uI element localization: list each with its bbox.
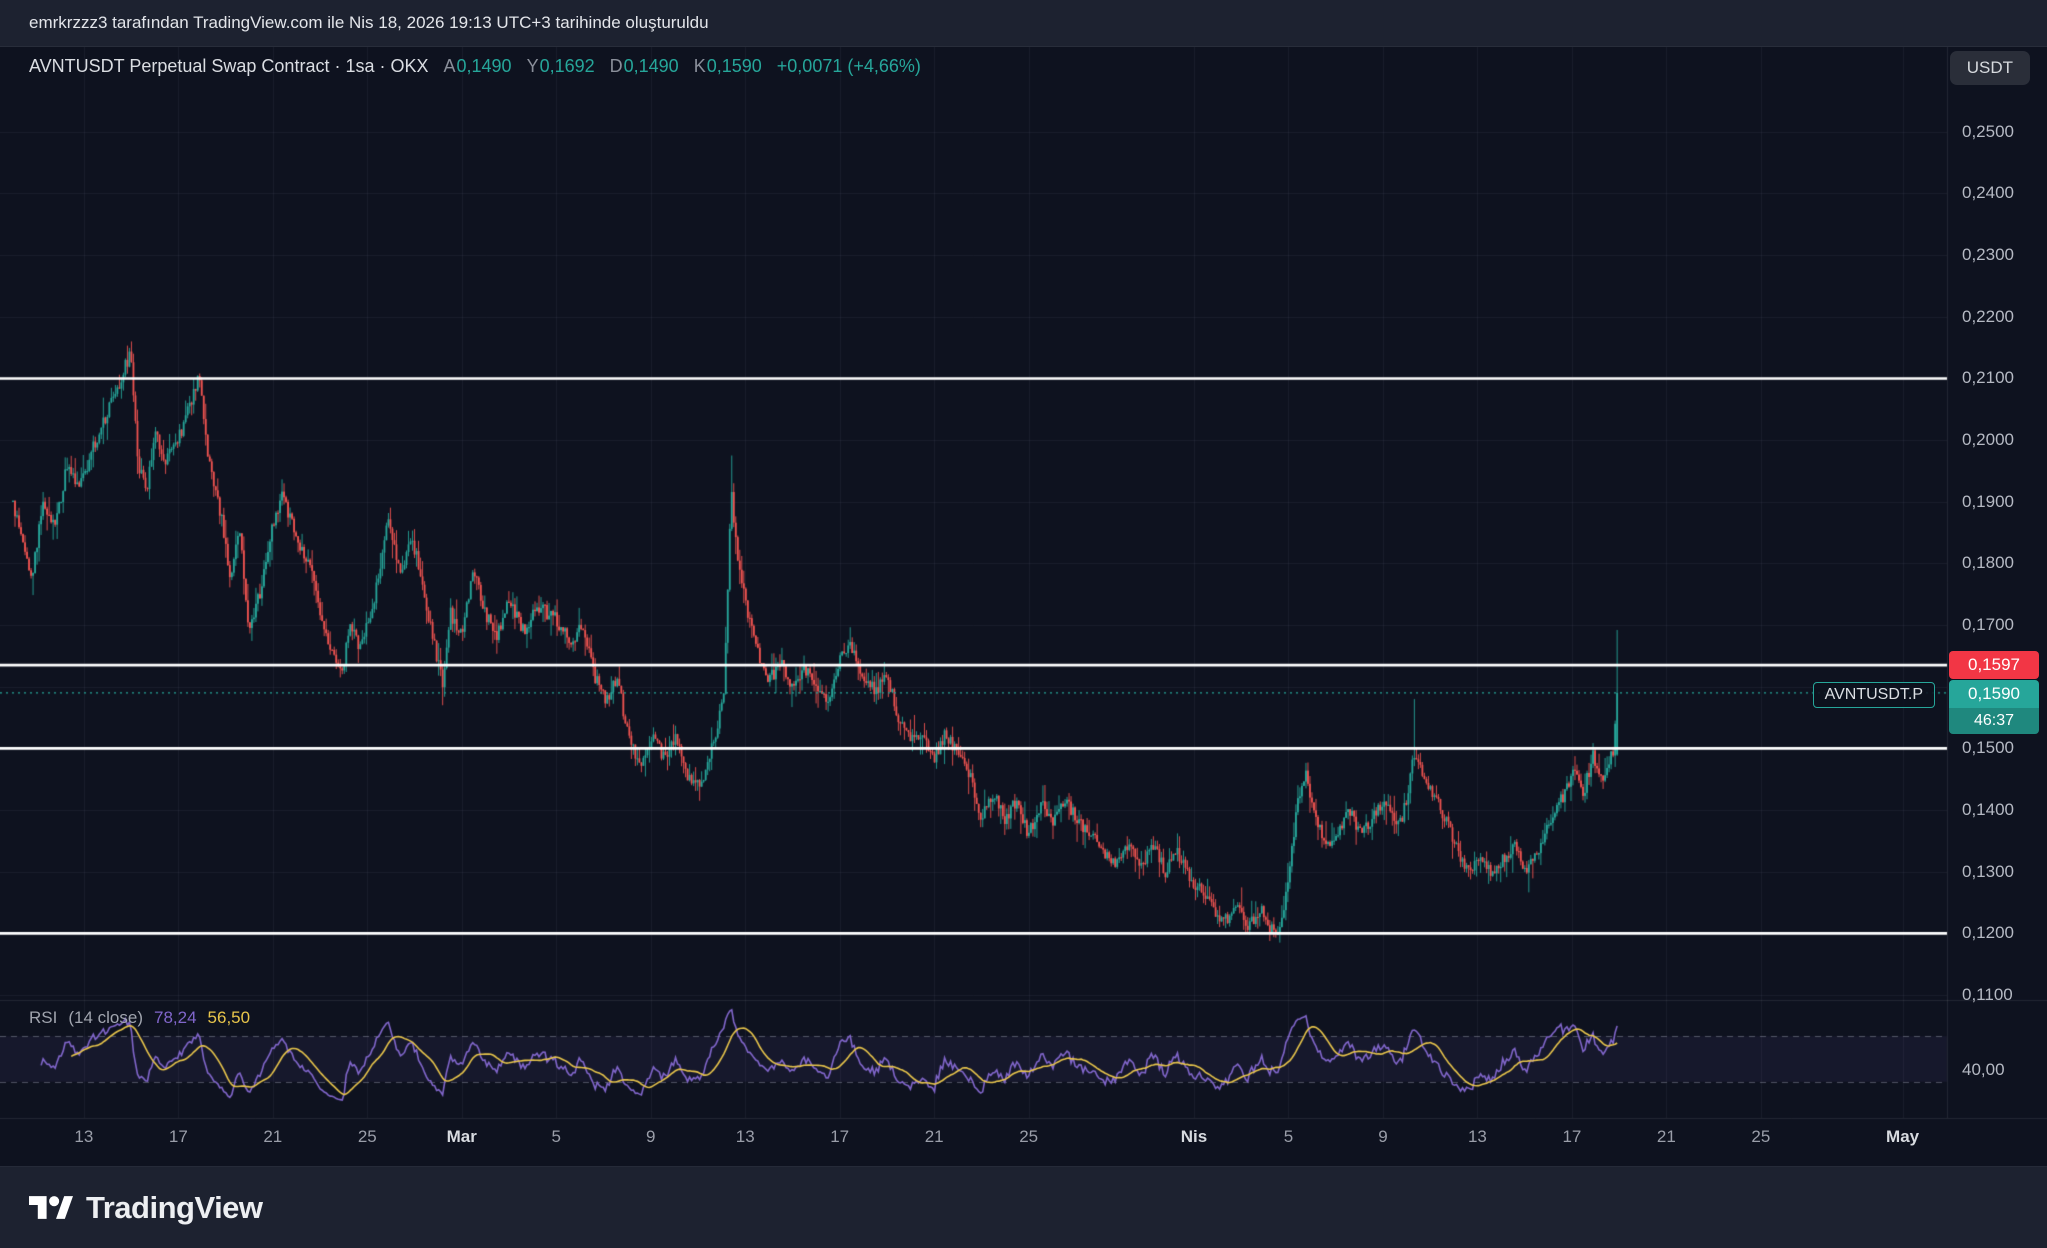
price-scale-tick: 0,1800 (1962, 553, 2014, 573)
price-scale-tick: 0,1200 (1962, 923, 2014, 943)
time-scale-tick: 9 (1378, 1127, 1388, 1146)
rsi-params: (14 close) (68, 1008, 143, 1027)
time-scale-tick: 17 (830, 1127, 850, 1146)
tradingview-brand-text[interactable]: TradingView (86, 1189, 263, 1225)
symbol-price-tag: AVNTUSDT.P (1812, 682, 1935, 708)
time-scale-tick: 21 (1656, 1127, 1676, 1146)
high-value: Y0,1692 (526, 56, 595, 76)
bar-countdown: 46:37 (1949, 708, 2039, 734)
time-scale-tick: 17 (1562, 1127, 1582, 1146)
line-price-badge[interactable]: 0,1597 (1949, 651, 2039, 679)
time-scale-tick: 25 (1019, 1127, 1039, 1146)
price-scale-tick: 0,1500 (1962, 738, 2014, 758)
price-scale-tick: 0,2300 (1962, 245, 2014, 265)
attribution-text: emrkrzzz3 tarafından TradingView.com ile… (29, 13, 709, 32)
currency-button[interactable]: USDT (1949, 51, 2030, 85)
time-scale-tick: 25 (1751, 1127, 1771, 1146)
time-scale-tick: May (1886, 1127, 1920, 1146)
price-scale-tick: 0,2100 (1962, 368, 2014, 388)
last-price-badge[interactable]: 0,1590 46:37 (1949, 680, 2039, 734)
time-scale-tick: 21 (924, 1127, 944, 1146)
rsi-title[interactable]: RSI (29, 1008, 58, 1027)
last-price-value: 0,1590 (1968, 684, 2020, 703)
price-scale-tick: 0,1400 (1962, 800, 2014, 820)
price-scale-tick: 0,1100 (1962, 985, 2013, 1005)
change-value: +0,0071 (+4,66%) (776, 56, 921, 76)
footer-bar: TradingView (0, 1166, 2047, 1248)
rsi-scale-tick: 40,00 (1962, 1060, 2005, 1079)
time-scale-tick: 25 (357, 1127, 377, 1146)
symbol-title[interactable]: AVNTUSDT Perpetual Swap Contract · 1sa ·… (29, 56, 429, 76)
time-scale-tick: 9 (646, 1127, 656, 1146)
close-value: K0,1590 (693, 56, 762, 76)
price-scale-tick: 0,2500 (1962, 121, 2014, 141)
rsi-value: 78,24 (153, 1008, 197, 1027)
price-scale-tick: 0,1900 (1962, 491, 2014, 511)
time-scale-tick: 13 (1467, 1127, 1487, 1146)
time-scale-tick: 5 (1283, 1127, 1294, 1146)
time-scale-tick: Mar (446, 1127, 477, 1146)
low-value: D0,1490 (609, 56, 679, 76)
symbol-legend: AVNTUSDT Perpetual Swap Contract · 1sa ·… (29, 56, 921, 77)
time-scale-tick: 5 (551, 1127, 561, 1146)
price-scale-tick: 0,1300 (1962, 861, 2014, 881)
rsi-ma-value: 56,50 (207, 1008, 251, 1027)
price-scale-tick: 0,2000 (1962, 430, 2014, 450)
time-scale-tick: 13 (735, 1127, 755, 1146)
open-value: A0,1490 (443, 56, 512, 76)
tradingview-logo-icon[interactable] (29, 1191, 73, 1224)
rsi-legend: RSI (14 close) 78,24 56,50 (29, 1008, 250, 1028)
time-scale-tick: 17 (168, 1127, 188, 1146)
price-scale-tick: 0,2400 (1962, 183, 2014, 203)
price-scale-tick: 0,2200 (1962, 306, 2014, 326)
attribution-bar: emrkrzzz3 tarafından TradingView.com ile… (0, 0, 2047, 47)
price-scale-tick: 0,1700 (1962, 615, 2014, 635)
time-scale-tick: 13 (74, 1127, 94, 1146)
time-scale-tick: 21 (263, 1127, 283, 1146)
time-scale-tick: Nis (1180, 1127, 1208, 1146)
